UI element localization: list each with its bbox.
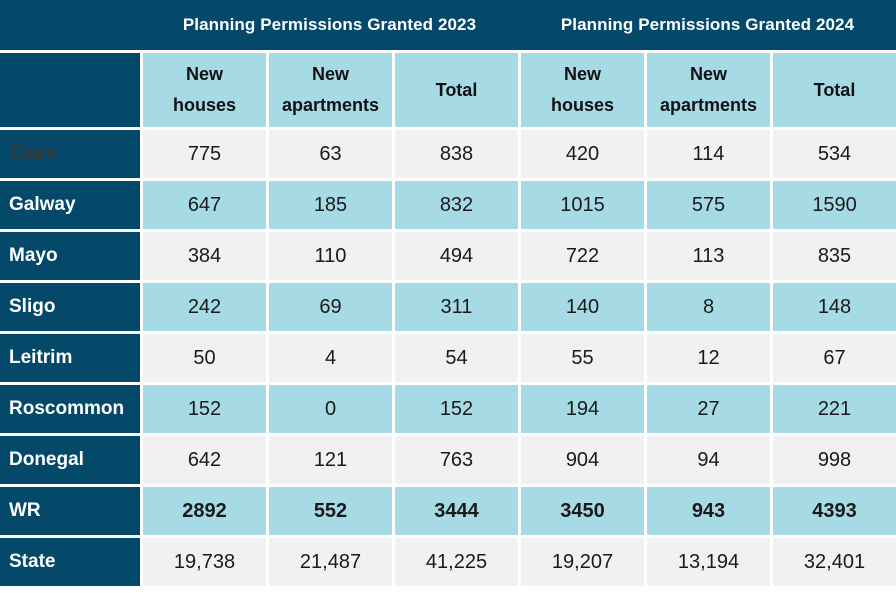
row-label-mayo: Mayo (0, 232, 140, 280)
table-cell: 152 (395, 385, 518, 433)
table-cell: 494 (395, 232, 518, 280)
table-cell: 63 (269, 130, 392, 178)
table-cell: 943 (647, 487, 770, 535)
table-cell: 41,225 (395, 538, 518, 586)
table-cell: 838 (395, 130, 518, 178)
row-label-text: Leitrim (9, 347, 73, 368)
table-cell: 13,194 (647, 538, 770, 586)
table-cell: 8 (647, 283, 770, 331)
table-cell: 121 (269, 436, 392, 484)
table-cell: 420 (521, 130, 644, 178)
column-header-total-2023: Total (395, 53, 518, 127)
row-label-sligo: Sligo (0, 283, 140, 331)
row-label-wr: WR (0, 487, 140, 535)
table-cell: 763 (395, 436, 518, 484)
row-label-leitrim: Leitrim (0, 334, 140, 382)
table-cell: 12 (647, 334, 770, 382)
table-cell: 4393 (773, 487, 896, 535)
column-header-line: Total (435, 79, 478, 100)
column-header-line: apartments (659, 95, 758, 115)
group-title-2023: Planning Permissions Granted 2023 (182, 15, 477, 34)
table-cell: 384 (143, 232, 266, 280)
table-cell: 69 (269, 283, 392, 331)
row-label-text: Mayo (9, 245, 58, 266)
column-header-new-apartments-2024: New apartments (647, 53, 770, 127)
column-header-line: houses (550, 95, 615, 115)
row-label-galway: Galway (0, 181, 140, 229)
table-cell: 775 (143, 130, 266, 178)
table-cell: 4 (269, 334, 392, 382)
column-header-new-apartments-2023: New apartments (269, 53, 392, 127)
table-cell: 0 (269, 385, 392, 433)
table-cell: 152 (143, 385, 266, 433)
table-cell: 311 (395, 283, 518, 331)
table-cell: 642 (143, 436, 266, 484)
table-cell: 94 (647, 436, 770, 484)
row-label-roscommon: Roscommon (0, 385, 140, 433)
table-cell: 2892 (143, 487, 266, 535)
table-cell: 1015 (521, 181, 644, 229)
corner-spacer (0, 0, 140, 50)
table-cell: 835 (773, 232, 896, 280)
table-cell: 194 (521, 385, 644, 433)
table-grid: New houses New apartments Total New hous… (0, 53, 896, 586)
column-header-total-2024: Total (773, 53, 896, 127)
table-cell: 3444 (395, 487, 518, 535)
row-label-text: WR (9, 500, 41, 521)
row-label-donegal: Donegal (0, 436, 140, 484)
table-cell: 3450 (521, 487, 644, 535)
table-cell: 140 (521, 283, 644, 331)
table-cell: 54 (395, 334, 518, 382)
table-cell: 904 (521, 436, 644, 484)
column-header-line: New (185, 64, 223, 85)
table-cell: 19,207 (521, 538, 644, 586)
row-label-text: State (9, 551, 56, 572)
row-label-text: Roscommon (9, 398, 125, 419)
column-header-new-houses-2024: New houses (521, 53, 644, 127)
corner-cell (0, 53, 140, 127)
group-title-2024: Planning Permissions Granted 2024 (560, 15, 855, 34)
table-cell: 722 (521, 232, 644, 280)
table-cell: 19,738 (143, 538, 266, 586)
table-cell: 221 (773, 385, 896, 433)
table-cell: 185 (269, 181, 392, 229)
table-cell: 21,487 (269, 538, 392, 586)
table-cell: 27 (647, 385, 770, 433)
column-header-line: houses (172, 95, 237, 115)
column-header-line: New (311, 64, 349, 85)
column-header-new-houses-2023: New houses (143, 53, 266, 127)
table-cell: 50 (143, 334, 266, 382)
table-cell: 113 (647, 232, 770, 280)
column-header-line: Total (813, 79, 856, 100)
row-label-clare: Clare (0, 130, 140, 178)
column-header-line: apartments (281, 95, 380, 115)
table-cell: 575 (647, 181, 770, 229)
table-cell: 148 (773, 283, 896, 331)
row-label-state: State (0, 538, 140, 586)
column-header-line: New (689, 64, 727, 85)
row-label-text: Donegal (9, 449, 84, 470)
table-cell: 114 (647, 130, 770, 178)
table-title-band: Planning Permissions Granted 2023 Planni… (0, 0, 896, 50)
row-label-text: Clare (9, 143, 57, 164)
column-header-line: New (563, 64, 601, 85)
table-cell: 67 (773, 334, 896, 382)
table-cell: 832 (395, 181, 518, 229)
table-cell: 32,401 (773, 538, 896, 586)
table-cell: 552 (269, 487, 392, 535)
table-cell: 647 (143, 181, 266, 229)
row-label-text: Galway (9, 194, 76, 215)
table-cell: 1590 (773, 181, 896, 229)
row-label-text: Sligo (9, 296, 56, 317)
table-cell: 110 (269, 232, 392, 280)
table-cell: 242 (143, 283, 266, 331)
table-cell: 998 (773, 436, 896, 484)
table-cell: 534 (773, 130, 896, 178)
table-cell: 55 (521, 334, 644, 382)
